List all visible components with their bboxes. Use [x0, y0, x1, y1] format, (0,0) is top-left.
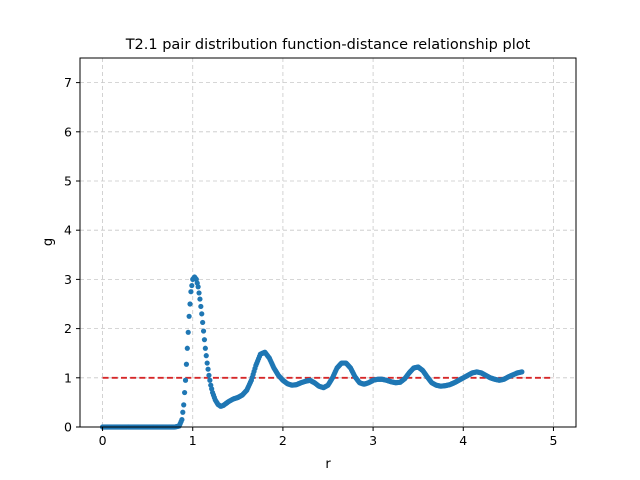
plot-frame — [79, 57, 577, 428]
data-point — [203, 353, 209, 359]
data-point — [205, 366, 211, 372]
data-points — [99, 274, 525, 430]
data-point — [197, 296, 203, 302]
y-tick-label: 5 — [64, 174, 72, 189]
y-tick-label: 0 — [64, 420, 72, 435]
data-point — [184, 345, 190, 351]
x-tick-label: 4 — [459, 433, 467, 448]
data-point — [202, 345, 208, 351]
y-tick-label: 1 — [64, 370, 72, 385]
chart-title: T2.1 pair distribution function-distance… — [125, 37, 531, 53]
y-tick-label: 3 — [64, 272, 72, 287]
data-point — [183, 361, 190, 367]
x-tick-label: 5 — [549, 433, 557, 448]
data-point — [195, 284, 201, 290]
data-point — [206, 372, 212, 378]
data-point — [200, 328, 207, 334]
x-tick-label: 2 — [279, 433, 287, 448]
y-tick-label: 2 — [64, 321, 72, 336]
y-axis-label: g — [41, 238, 56, 246]
data-point — [196, 290, 202, 296]
data-point — [199, 311, 205, 317]
data-point — [201, 337, 208, 343]
y-tick-label: 4 — [64, 223, 72, 238]
data-point — [207, 377, 213, 383]
data-point — [179, 417, 185, 423]
data-point — [189, 282, 195, 289]
data-point — [182, 377, 189, 383]
data-point — [204, 360, 210, 366]
x-tick-label: 0 — [99, 433, 107, 448]
x-axis-label: r — [325, 457, 331, 472]
data-point — [181, 402, 187, 408]
grid — [80, 58, 576, 427]
y-tick-label: 6 — [64, 124, 72, 139]
data-point — [182, 389, 188, 396]
y-tick-label: 7 — [64, 75, 72, 90]
data-point — [198, 303, 204, 310]
x-tick-label: 3 — [369, 433, 377, 448]
data-point — [180, 409, 186, 415]
data-point — [187, 301, 193, 307]
x-tick-label: 1 — [189, 433, 197, 448]
ticks: 0 1 2 3 4 5 0 1 2 3 4 5 6 7 — [64, 75, 557, 448]
data-point — [188, 289, 194, 295]
data-point — [186, 313, 192, 319]
data-point — [185, 329, 191, 335]
data-point — [519, 369, 525, 375]
data-point — [200, 319, 206, 326]
